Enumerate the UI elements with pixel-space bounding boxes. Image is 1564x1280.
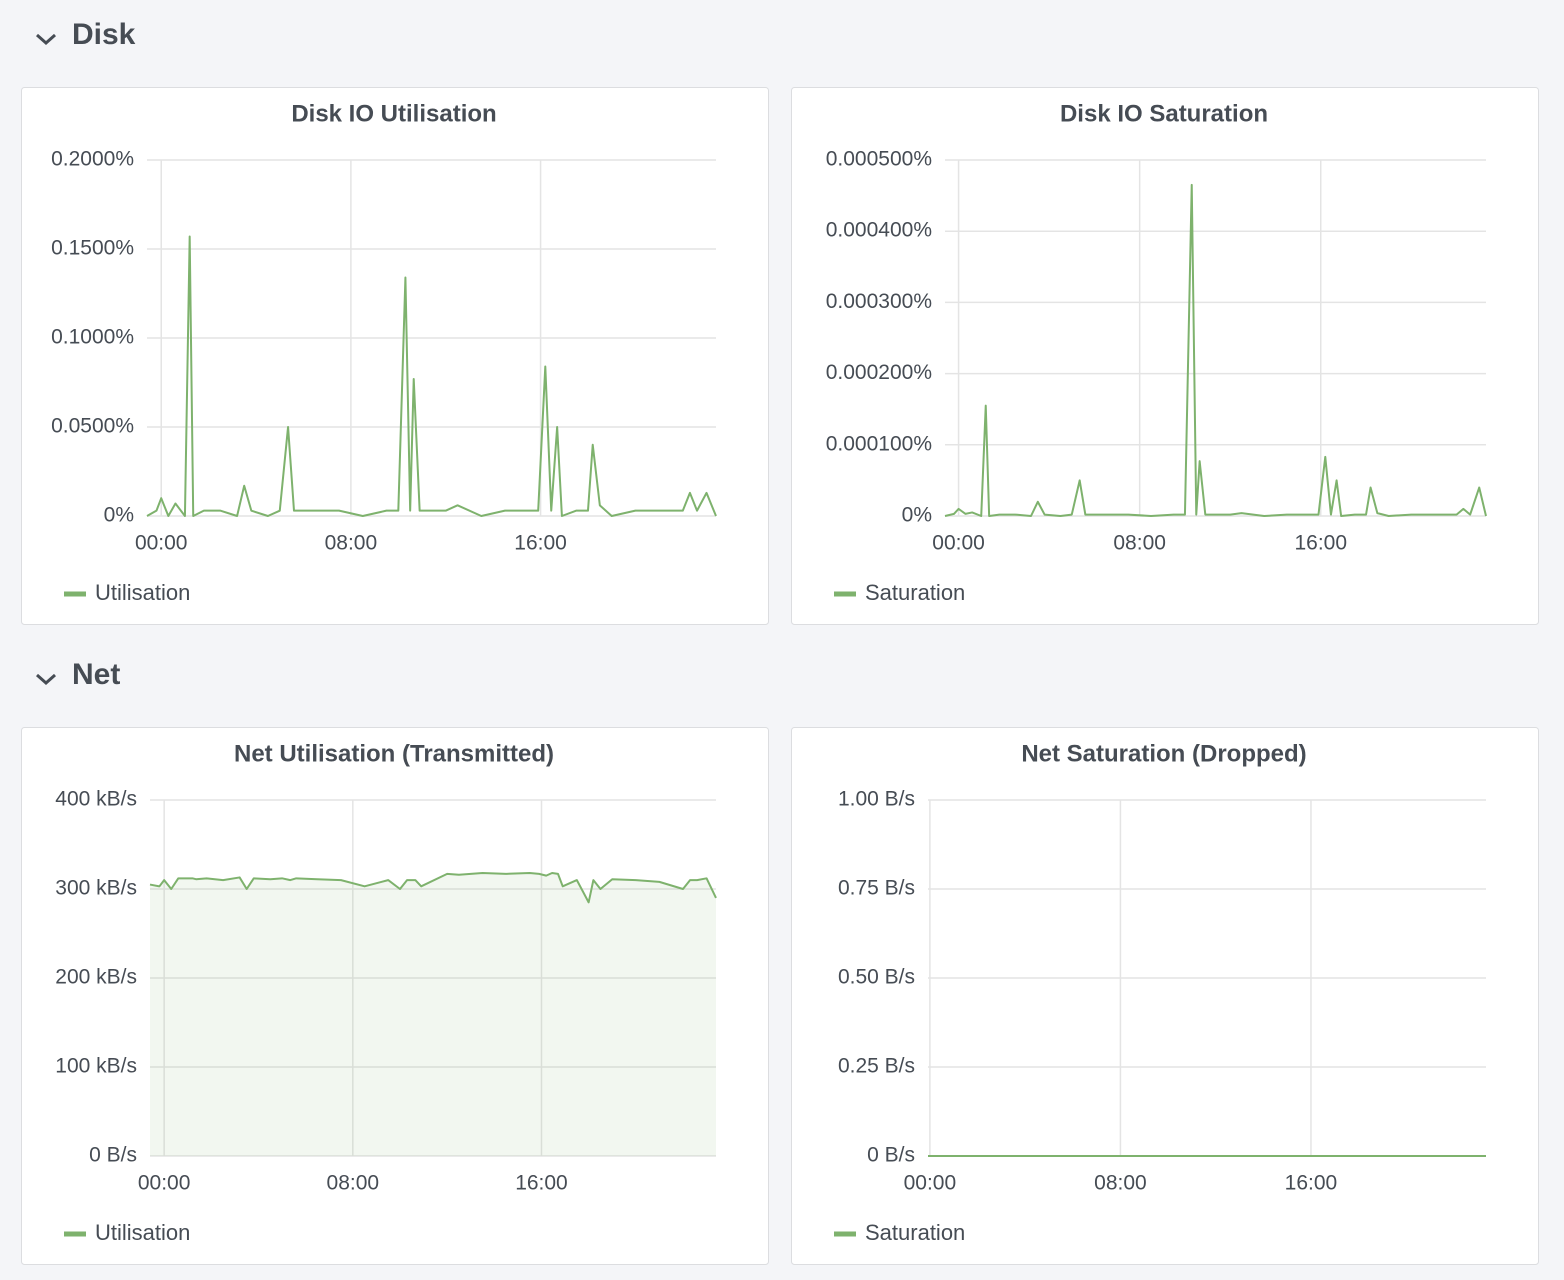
panel-background <box>791 727 1539 1265</box>
panel: Net Utilisation (Transmitted) 0 B/s 100 kB… <box>21 727 769 1265</box>
y-tick-label: 200 kB/s <box>55 966 137 989</box>
y-tick-label: 0.1000% <box>51 326 134 349</box>
y-tick-label: 0.1500% <box>51 237 134 260</box>
legend-label: Saturation <box>865 580 965 605</box>
x-tick-label: 08:00 <box>327 1172 380 1195</box>
section-title[interactable]: Disk <box>72 18 136 51</box>
y-tick-label: 0.000100% <box>826 432 932 455</box>
panel-title: Disk IO Utilisation <box>291 100 496 127</box>
x-tick-label: 08:00 <box>325 532 378 555</box>
y-tick-label: 0.2000% <box>51 148 134 171</box>
y-tick-label: 0.000500% <box>826 148 932 171</box>
x-tick-label: 16:00 <box>514 532 567 555</box>
y-tick-label: 0 B/s <box>867 1144 915 1167</box>
x-tick-label: 00:00 <box>932 532 985 555</box>
x-tick-label: 00:00 <box>904 1172 957 1195</box>
series-line <box>944 183 1487 517</box>
x-tick-label: 08:00 <box>1094 1172 1147 1195</box>
panel-title: Net Utilisation (Transmitted) <box>234 740 554 767</box>
x-tick-label: 00:00 <box>138 1172 191 1195</box>
y-tick-label: 100 kB/s <box>55 1055 137 1078</box>
legend-label: Utilisation <box>95 580 190 605</box>
y-tick-label: 0 B/s <box>89 1144 137 1167</box>
legend-label: Utilisation <box>95 1220 190 1245</box>
y-tick-label: 0.000400% <box>826 219 932 242</box>
x-tick-label: 16:00 <box>1294 532 1347 555</box>
panel: Disk IO Utilisation 0% 0.0500% 0.1000% 0.150… <box>21 87 769 625</box>
y-tick-label: 0.0500% <box>51 415 134 438</box>
collapse-chevron[interactable] <box>36 673 56 686</box>
panel-title: Disk IO Saturation <box>1060 100 1268 127</box>
y-tick-label: 1.00 B/s <box>838 788 915 811</box>
panel-title: Net Saturation (Dropped) <box>1021 740 1306 767</box>
y-tick-label: 0% <box>902 504 932 527</box>
panel-background <box>21 727 769 1265</box>
collapse-chevron[interactable] <box>36 33 56 46</box>
y-tick-label: 0.50 B/s <box>838 966 915 989</box>
y-tick-label: 0% <box>104 504 134 527</box>
y-tick-label: 400 kB/s <box>55 788 137 811</box>
y-tick-label: 0.000300% <box>826 290 932 313</box>
x-tick-label: 08:00 <box>1113 532 1166 555</box>
section-title[interactable]: Net <box>72 658 120 691</box>
panel-background <box>21 87 769 625</box>
x-tick-label: 00:00 <box>135 532 188 555</box>
y-tick-label: 0.75 B/s <box>838 877 915 900</box>
area <box>150 872 716 1156</box>
y-tick-label: 0.25 B/s <box>838 1055 915 1078</box>
panel: Net Saturation (Dropped) 0 B/s 0.25 B/s 0.5… <box>791 727 1539 1265</box>
series-line <box>146 235 717 517</box>
x-tick-label: 16:00 <box>1285 1172 1338 1195</box>
series-line <box>149 871 717 904</box>
panel: Disk IO Saturation 0% 0.000100% 0.000200% 0.… <box>791 87 1539 625</box>
x-tick-label: 16:00 <box>515 1172 568 1195</box>
y-tick-label: 300 kB/s <box>55 877 137 900</box>
panel-background <box>791 87 1539 625</box>
y-tick-label: 0.000200% <box>826 361 932 384</box>
legend-label: Saturation <box>865 1220 965 1245</box>
